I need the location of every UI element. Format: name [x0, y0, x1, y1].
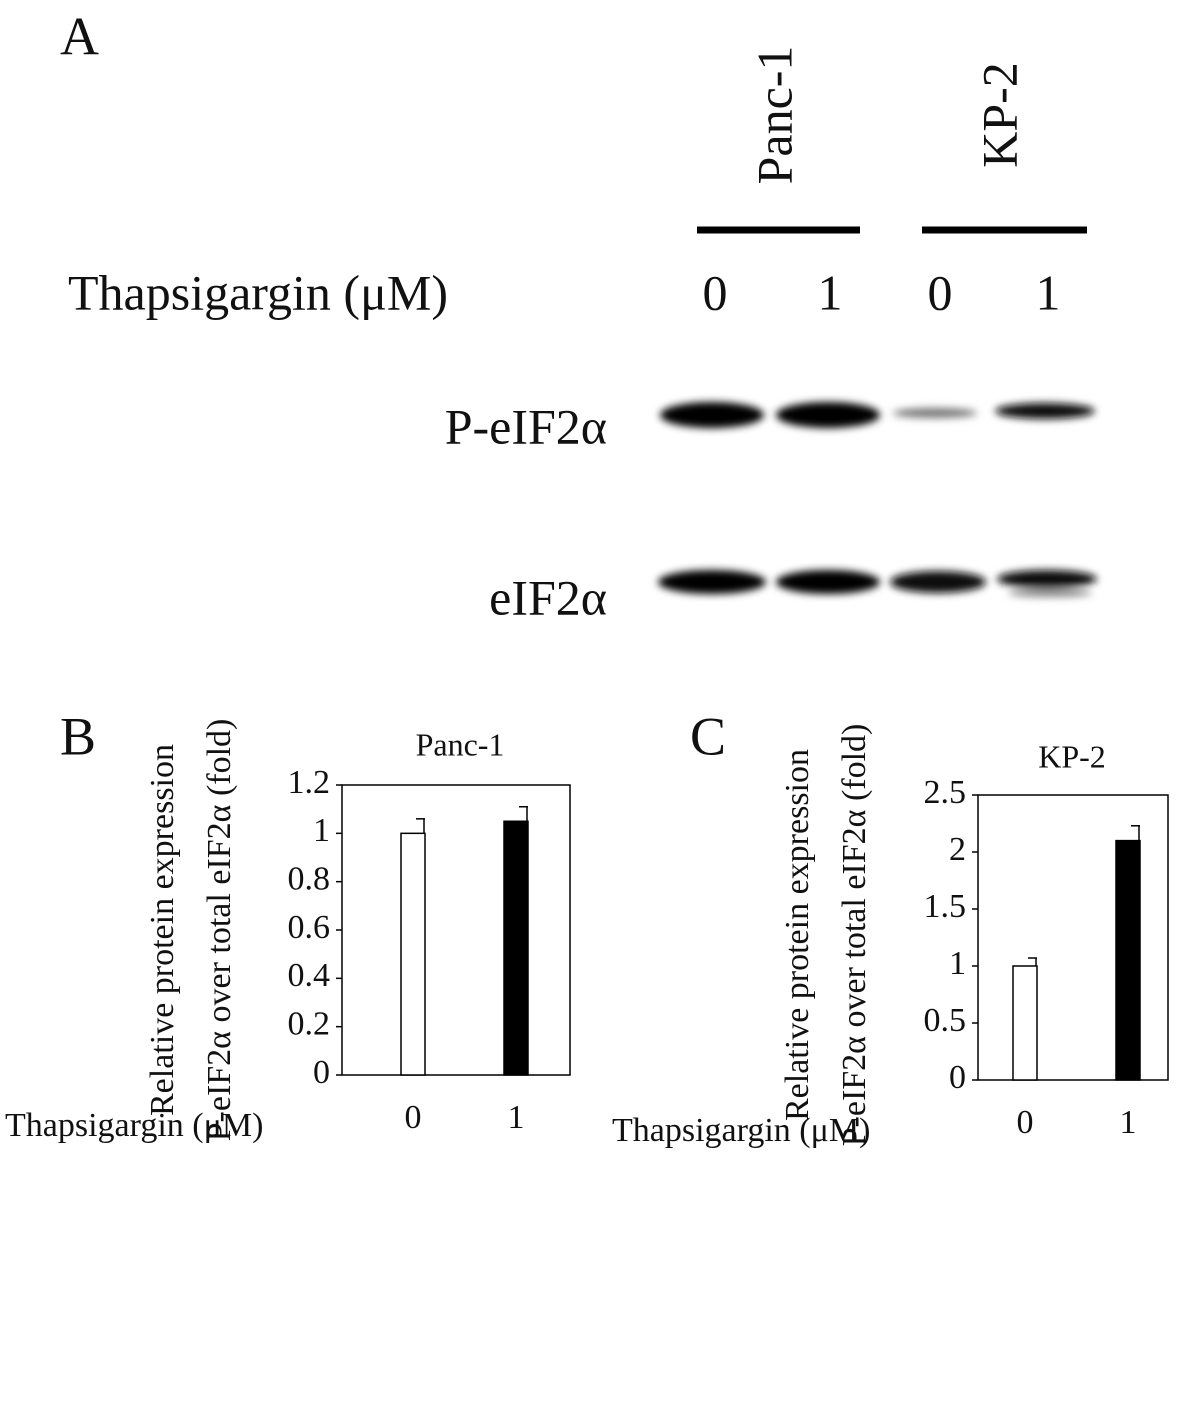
plot-frame	[341, 784, 571, 1076]
dose-label: 1	[818, 264, 843, 320]
x-tick-label: 0	[1017, 1104, 1034, 1141]
band	[776, 570, 880, 594]
row-label: P-eIF2α	[445, 398, 607, 454]
y-tick-label: 1.2	[288, 764, 331, 801]
bar	[1115, 839, 1141, 1081]
bar	[1012, 965, 1038, 1081]
panel-label: B	[60, 706, 96, 766]
x-tick-label: 0	[405, 1099, 422, 1136]
band	[997, 570, 1097, 588]
panel-label: A	[60, 6, 99, 66]
y-tick-label: 0	[949, 1059, 966, 1096]
bar	[400, 832, 426, 1076]
y-tick-label: 0.6	[288, 909, 331, 946]
y-tick-label: 0.2	[288, 1005, 331, 1042]
bar	[503, 820, 529, 1076]
x-axis-label: Thapsigargin (μM)	[5, 1107, 263, 1144]
cell-line-label: Panc-1	[746, 46, 802, 185]
y-axis-label: P-eIF2α over total eIF2α (fold)	[201, 719, 238, 1142]
y-tick-label: 1	[949, 945, 966, 982]
y-axis-label: P-eIF2α over total eIF2α (fold)	[836, 724, 873, 1147]
dose-label: 0	[928, 264, 953, 320]
band	[1008, 589, 1092, 597]
row-label: eIF2α	[489, 569, 607, 625]
y-tick-label: 0	[313, 1054, 330, 1091]
x-tick-label: 1	[508, 1099, 525, 1136]
y-tick-label: 1	[313, 812, 330, 849]
panel-a: A Panc-1 KP-2 Thapsigargin (μM) 0 1 0 1 …	[60, 6, 1097, 625]
y-tick-label: 2	[949, 831, 966, 868]
y-tick-label: 2.5	[924, 774, 967, 811]
band	[995, 403, 1095, 419]
treatment-label: Thapsigargin (μM)	[68, 264, 448, 320]
blot-bands	[658, 402, 1097, 597]
dose-label: 0	[703, 264, 728, 320]
cell-line-label: KP-2	[971, 62, 1027, 168]
x-tick-label: 1	[1120, 1104, 1137, 1141]
dose-label: 1	[1036, 264, 1061, 320]
y-tick-label: 0.8	[288, 860, 331, 897]
band	[658, 570, 766, 594]
y-tick-label: 0.4	[288, 957, 331, 994]
panel-label: C	[690, 706, 726, 766]
band	[776, 402, 880, 428]
x-axis-label: Thapsigargin (μM)	[612, 1112, 870, 1149]
band	[890, 571, 986, 593]
plot-frame	[977, 794, 1169, 1081]
chart-title: KP-2	[1038, 738, 1106, 774]
y-axis-label: Relative protein expression	[779, 749, 816, 1121]
y-axis-label: Relative protein expression	[144, 744, 181, 1116]
band	[660, 402, 764, 428]
band	[893, 408, 977, 418]
y-tick-label: 1.5	[924, 888, 967, 925]
y-tick-label: 0.5	[924, 1002, 967, 1039]
chart-title: Panc-1	[416, 726, 505, 762]
